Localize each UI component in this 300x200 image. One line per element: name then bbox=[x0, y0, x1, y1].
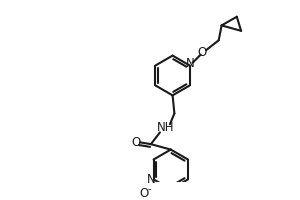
Text: NH: NH bbox=[157, 121, 174, 134]
Text: O: O bbox=[198, 46, 207, 59]
Text: O: O bbox=[139, 187, 148, 200]
Text: N: N bbox=[186, 57, 195, 70]
Text: N: N bbox=[146, 173, 155, 186]
Text: -: - bbox=[147, 184, 151, 194]
Text: O: O bbox=[131, 136, 140, 149]
